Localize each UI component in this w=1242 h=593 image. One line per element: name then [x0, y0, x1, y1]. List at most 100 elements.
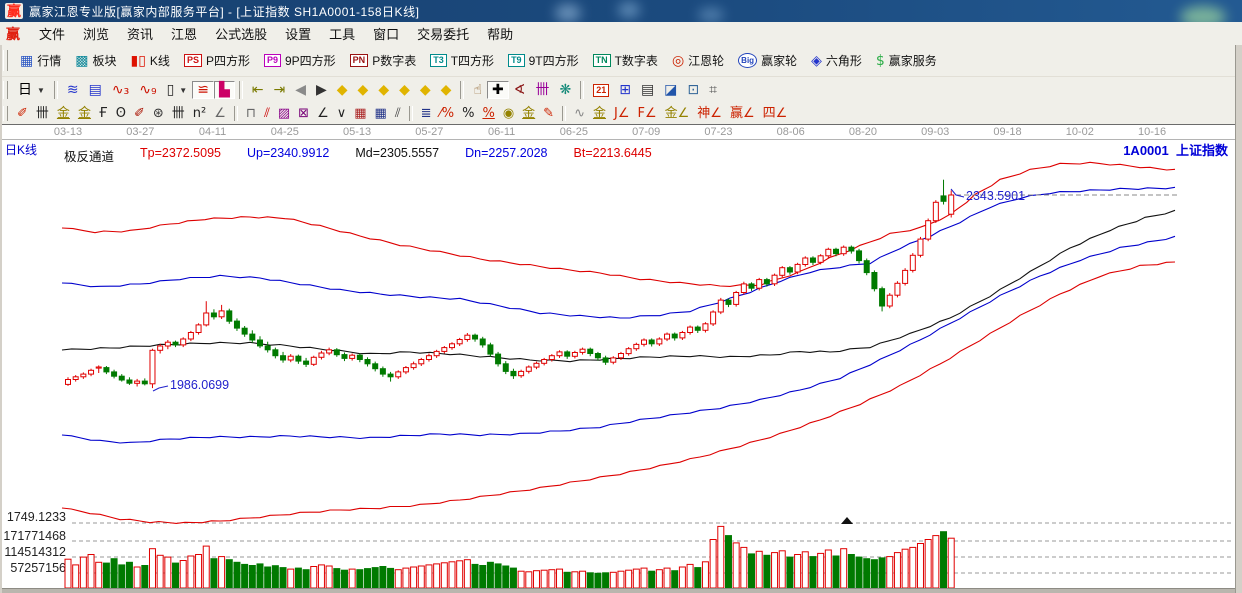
period-selector-dropdown-caret[interactable]: ▼: [37, 85, 45, 95]
fractal-tool-icon[interactable]: ❋: [554, 81, 576, 99]
sectors-button[interactable]: ▩ 板块: [68, 50, 123, 71]
period-selector-icon[interactable]: 日 ▼: [13, 81, 50, 99]
pattern-overlay-icon[interactable]: ≌: [192, 81, 214, 99]
gann-fan-icon[interactable]: ⫽: [260, 106, 274, 121]
menu-item-tools[interactable]: 工具: [329, 27, 356, 42]
angle-ruler-icon[interactable]: ∠: [210, 106, 230, 121]
win-angle-icon[interactable]: 赢∠: [726, 106, 759, 121]
f-angle-icon[interactable]: F∠: [634, 106, 661, 121]
candle-type-dropdown-caret[interactable]: ▼: [179, 85, 188, 95]
price-ruler-icon[interactable]: 卌: [168, 106, 189, 121]
last-bar-icon[interactable]: ⇥: [268, 81, 290, 99]
remote-system-icon[interactable]: ⌗: [704, 81, 722, 99]
save-icon[interactable]: ◪: [659, 81, 682, 99]
hand-tool-icon[interactable]: ☝: [468, 81, 487, 99]
gann-square-tool-icon[interactable]: ⊠: [294, 106, 313, 121]
gold-underline-icon[interactable]: 金: [589, 106, 610, 121]
menu-item-browse[interactable]: 浏览: [83, 27, 110, 42]
marker-pen-icon[interactable]: ✐: [130, 106, 149, 121]
spiral-icon[interactable]: ʘ: [112, 106, 130, 121]
gold-angle-icon[interactable]: 金∠: [661, 106, 694, 121]
square-of-nine-icon[interactable]: n²: [189, 106, 210, 121]
kline-button[interactable]: ▮▯ K线: [124, 50, 177, 71]
percent-icon[interactable]: %: [458, 106, 478, 121]
chart-style-icon[interactable]: ≋: [62, 81, 84, 99]
title-bar[interactable]: 赢 赢家江恩专业版[赢家内部服务平台] - [上证指数 SH1A0001-158…: [0, 0, 1242, 22]
gann-box-icon[interactable]: ▨: [274, 106, 294, 121]
menu-item-help[interactable]: 帮助: [487, 27, 514, 42]
kline-chart-canvas[interactable]: 1749.1233 171771468 114514312 57257156 2343.…: [0, 140, 1242, 593]
diamond-fit-icon[interactable]: ◆: [436, 81, 457, 99]
crosshair-tool-icon[interactable]: ✚: [486, 81, 509, 99]
winner-wheel-button[interactable]: Big 赢家轮: [731, 50, 804, 71]
four-angle-icon[interactable]: 四∠: [759, 106, 792, 121]
price-ladder-icon: ≣: [420, 106, 432, 121]
price-ruler-icon: 卌: [171, 106, 185, 121]
gann-wheel-button[interactable]: ◎ 江恩轮: [665, 50, 731, 71]
diamond-shift-right-icon[interactable]: ◆: [353, 81, 374, 99]
toolbar-grip[interactable]: [3, 49, 8, 72]
toolbar-grip[interactable]: [3, 106, 8, 121]
menu-item-news[interactable]: 资讯: [127, 27, 154, 42]
calendar-icon[interactable]: 21: [588, 82, 614, 99]
percent-line-icon[interactable]: %: [478, 106, 498, 121]
grid-blue-icon[interactable]: ▦: [371, 106, 391, 121]
quote-sheet-icon[interactable]: ▤: [84, 81, 107, 99]
p-number-table-button[interactable]: PN P数字表: [343, 50, 424, 71]
9t-square-button[interactable]: T9 9T四方形: [501, 50, 586, 71]
9p-square-button[interactable]: P9 9P四方形: [257, 50, 343, 71]
wave-9-icon[interactable]: ∿₉: [134, 81, 161, 99]
gold-ratio-b-icon[interactable]: 金: [74, 106, 95, 121]
gold-circle-icon[interactable]: ◉: [499, 106, 518, 121]
percent-7-icon[interactable]: ⁄%: [436, 106, 459, 121]
fibonacci-icon[interactable]: Ғ: [95, 106, 112, 121]
menu-item-window[interactable]: 窗口: [373, 27, 400, 42]
toolbar-separator: [580, 80, 585, 100]
grid-red-icon[interactable]: ▦: [350, 106, 370, 121]
shen-angle-icon[interactable]: 神∠: [693, 106, 726, 121]
menu-item-gann[interactable]: 江恩: [171, 27, 198, 42]
gold-ratio-a-icon[interactable]: 金: [53, 106, 74, 121]
parallel-lines-icon[interactable]: ⫽: [391, 106, 405, 121]
menu-item-trade-order[interactable]: 交易委托: [417, 27, 470, 42]
diamond-compress-icon[interactable]: ◆: [394, 81, 415, 99]
p-square-button[interactable]: PS P四方形: [177, 50, 257, 71]
price-ladder-icon[interactable]: ≣: [417, 106, 436, 121]
wave-3-icon[interactable]: ∿₃: [107, 81, 134, 99]
gann-grid-tool-icon[interactable]: 卌: [530, 81, 554, 99]
color-histogram-icon[interactable]: ▙: [213, 81, 235, 99]
time-wheel-icon[interactable]: ⊛: [149, 106, 168, 121]
time-ruler-icon[interactable]: 卌: [32, 106, 53, 121]
j-angle-icon[interactable]: J∠: [610, 106, 634, 121]
menu-item-file[interactable]: 文件: [39, 27, 66, 42]
diamond-shift-left-icon[interactable]: ◆: [332, 81, 353, 99]
t-number-table-icon: TN: [592, 54, 611, 67]
calculator-icon[interactable]: ⊞: [614, 81, 636, 99]
winner-service-button[interactable]: $ 赢家服务: [869, 50, 944, 71]
first-bar-icon[interactable]: ⇤: [247, 81, 269, 99]
next-bar-icon[interactable]: ▶: [311, 81, 332, 99]
quotes-button[interactable]: ▦ 行情: [13, 50, 68, 71]
window-border-right[interactable]: [1235, 45, 1242, 593]
toolbar-grip[interactable]: [3, 80, 8, 100]
hexagon-button[interactable]: ◈ 六角形: [804, 50, 869, 71]
speed-line-icon[interactable]: ∠: [313, 106, 333, 121]
prev-bar-icon[interactable]: ◀: [290, 81, 311, 99]
date-tick-09-18: 09-18: [993, 126, 1022, 138]
t-square-button[interactable]: T3 T四方形: [423, 50, 501, 71]
notes-icon[interactable]: ▤: [636, 81, 659, 99]
candle-type-icon[interactable]: ▯ ▼: [162, 81, 193, 99]
t-number-table-button[interactable]: TN T数字表: [586, 50, 665, 71]
data-export-icon[interactable]: ⊡: [682, 81, 704, 99]
rect-tool-icon[interactable]: ⊓: [242, 106, 260, 121]
wave-band-icon[interactable]: ∿: [570, 106, 589, 121]
brush-icon[interactable]: ✎: [539, 106, 558, 121]
diamond-swap-icon[interactable]: ◆: [373, 81, 394, 99]
draw-pen-icon[interactable]: ✐: [13, 106, 32, 121]
zigzag-icon[interactable]: ∨: [333, 106, 351, 121]
menu-item-settings[interactable]: 设置: [285, 27, 312, 42]
menu-item-formula-stock-pick[interactable]: 公式选股: [215, 27, 268, 42]
angle-measure-icon[interactable]: ∢: [509, 81, 531, 99]
gold-level-icon[interactable]: 金: [518, 106, 539, 121]
diamond-expand-icon[interactable]: ◆: [415, 81, 436, 99]
